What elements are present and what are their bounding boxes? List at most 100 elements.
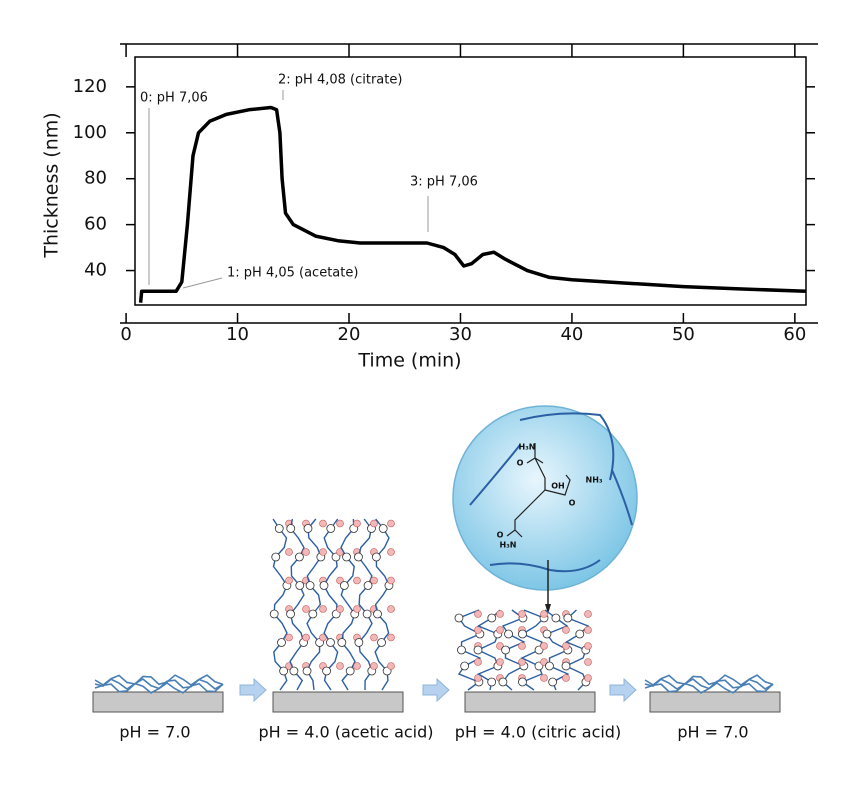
negative-charge	[370, 662, 378, 670]
negative-charge	[319, 605, 327, 613]
chem-label: O	[517, 459, 524, 468]
positive-charge	[378, 524, 388, 533]
positive-charge	[295, 581, 305, 590]
negative-charge	[285, 548, 293, 556]
positive-charge	[473, 645, 483, 655]
negative-charge	[496, 658, 504, 666]
negative-charge	[336, 605, 344, 613]
negative-charge	[562, 674, 570, 682]
positive-charge	[326, 638, 335, 647]
negative-charge	[370, 519, 378, 528]
negative-charge	[387, 662, 395, 670]
polymer-chain	[306, 518, 322, 691]
negative-charge	[540, 674, 548, 682]
arrow	[422, 677, 450, 703]
negative-charge	[518, 642, 526, 650]
x-tick-label: 50	[672, 324, 695, 345]
positive-charge	[319, 581, 329, 590]
polymer-chain	[272, 518, 288, 691]
negative-charge	[496, 642, 504, 650]
x-tick-label: 60	[783, 324, 806, 345]
chem-label: NH₃	[586, 476, 603, 485]
annotation: 0: pH 7,06	[140, 91, 208, 106]
y-tick-label: 60	[84, 214, 107, 235]
polymer-chain	[94, 674, 224, 686]
negative-charge	[285, 633, 293, 642]
positive-charge	[363, 581, 373, 590]
positive-charge	[322, 666, 331, 676]
substrate	[272, 691, 404, 713]
positive-charge	[274, 524, 284, 533]
positive-charge	[548, 677, 558, 687]
negative-charge	[353, 519, 361, 528]
chem-label: H₃N	[500, 541, 517, 550]
negative-charge	[387, 633, 395, 642]
stage-label: pH = 4.0 (acetic acid)	[258, 723, 433, 742]
annotation: 2: pH 4,08 (citrate)	[278, 73, 402, 88]
annotation-leader	[182, 277, 223, 289]
substrate	[92, 691, 224, 713]
zoom-arrowhead	[545, 604, 551, 614]
negative-charge	[285, 576, 293, 585]
positive-charge	[454, 613, 464, 623]
x-tick-label: 40	[560, 324, 583, 345]
positive-charge	[498, 677, 508, 687]
positive-charge	[518, 629, 527, 639]
positive-charge	[457, 645, 466, 655]
negative-charge	[496, 626, 504, 634]
positive-charge	[371, 552, 381, 562]
plot-frame	[134, 56, 807, 306]
positive-charge	[289, 666, 299, 676]
negative-charge	[584, 658, 592, 666]
positive-charge	[302, 666, 312, 676]
positive-charge	[542, 629, 552, 639]
annotation: 1: pH 4,05 (acetate)	[227, 266, 358, 281]
negative-charge	[474, 610, 482, 618]
negative-charge	[562, 626, 570, 634]
y-tick-label: 40	[84, 260, 107, 281]
negative-charge	[353, 662, 361, 670]
stage-label: pH = 7.0	[677, 723, 748, 742]
stage-label: pH = 4.0 (citric acid)	[455, 723, 621, 742]
y-tick-label: 80	[84, 168, 107, 189]
positive-charge	[504, 629, 513, 639]
negative-charge	[336, 662, 344, 670]
positive-charge	[269, 609, 279, 619]
negative-charge	[387, 605, 395, 613]
polymer-chain	[644, 682, 774, 694]
x-tick-label: 20	[338, 324, 361, 345]
diagram: pH = 7.0 pH = 4.0 (acetic acid) pH = 4.0 (…	[80, 388, 792, 750]
positive-charge	[342, 552, 351, 562]
polymer-chain	[357, 518, 373, 691]
polymer-chain	[94, 682, 224, 694]
negative-charge	[353, 605, 361, 613]
negative-charge	[540, 610, 548, 618]
positive-charge	[271, 552, 281, 562]
negative-charge	[387, 548, 395, 556]
negative-charge	[584, 610, 592, 618]
positive-charge	[563, 613, 573, 623]
negative-charge	[496, 610, 504, 618]
positive-charge	[345, 666, 355, 676]
negative-charge	[302, 605, 310, 613]
negative-charge	[302, 548, 310, 556]
negative-charge	[584, 642, 592, 650]
arrow	[239, 677, 267, 703]
zoom-chain	[469, 412, 633, 573]
chem-label: O	[569, 499, 576, 508]
positive-charge	[501, 645, 510, 655]
negative-charge	[540, 642, 548, 650]
x-tick-label: 10	[226, 324, 249, 345]
y-tick-label: 100	[73, 122, 107, 143]
polymer-chain	[323, 518, 339, 691]
data-line	[138, 105, 807, 303]
x-axis-label: Time (min)	[357, 350, 461, 372]
negative-charge	[370, 576, 378, 585]
polymer-chain	[644, 674, 774, 686]
positive-charge	[326, 524, 336, 533]
positive-charge	[339, 581, 349, 590]
positive-charge	[487, 677, 497, 687]
negative-charge	[387, 519, 395, 528]
positive-charge	[487, 613, 497, 623]
